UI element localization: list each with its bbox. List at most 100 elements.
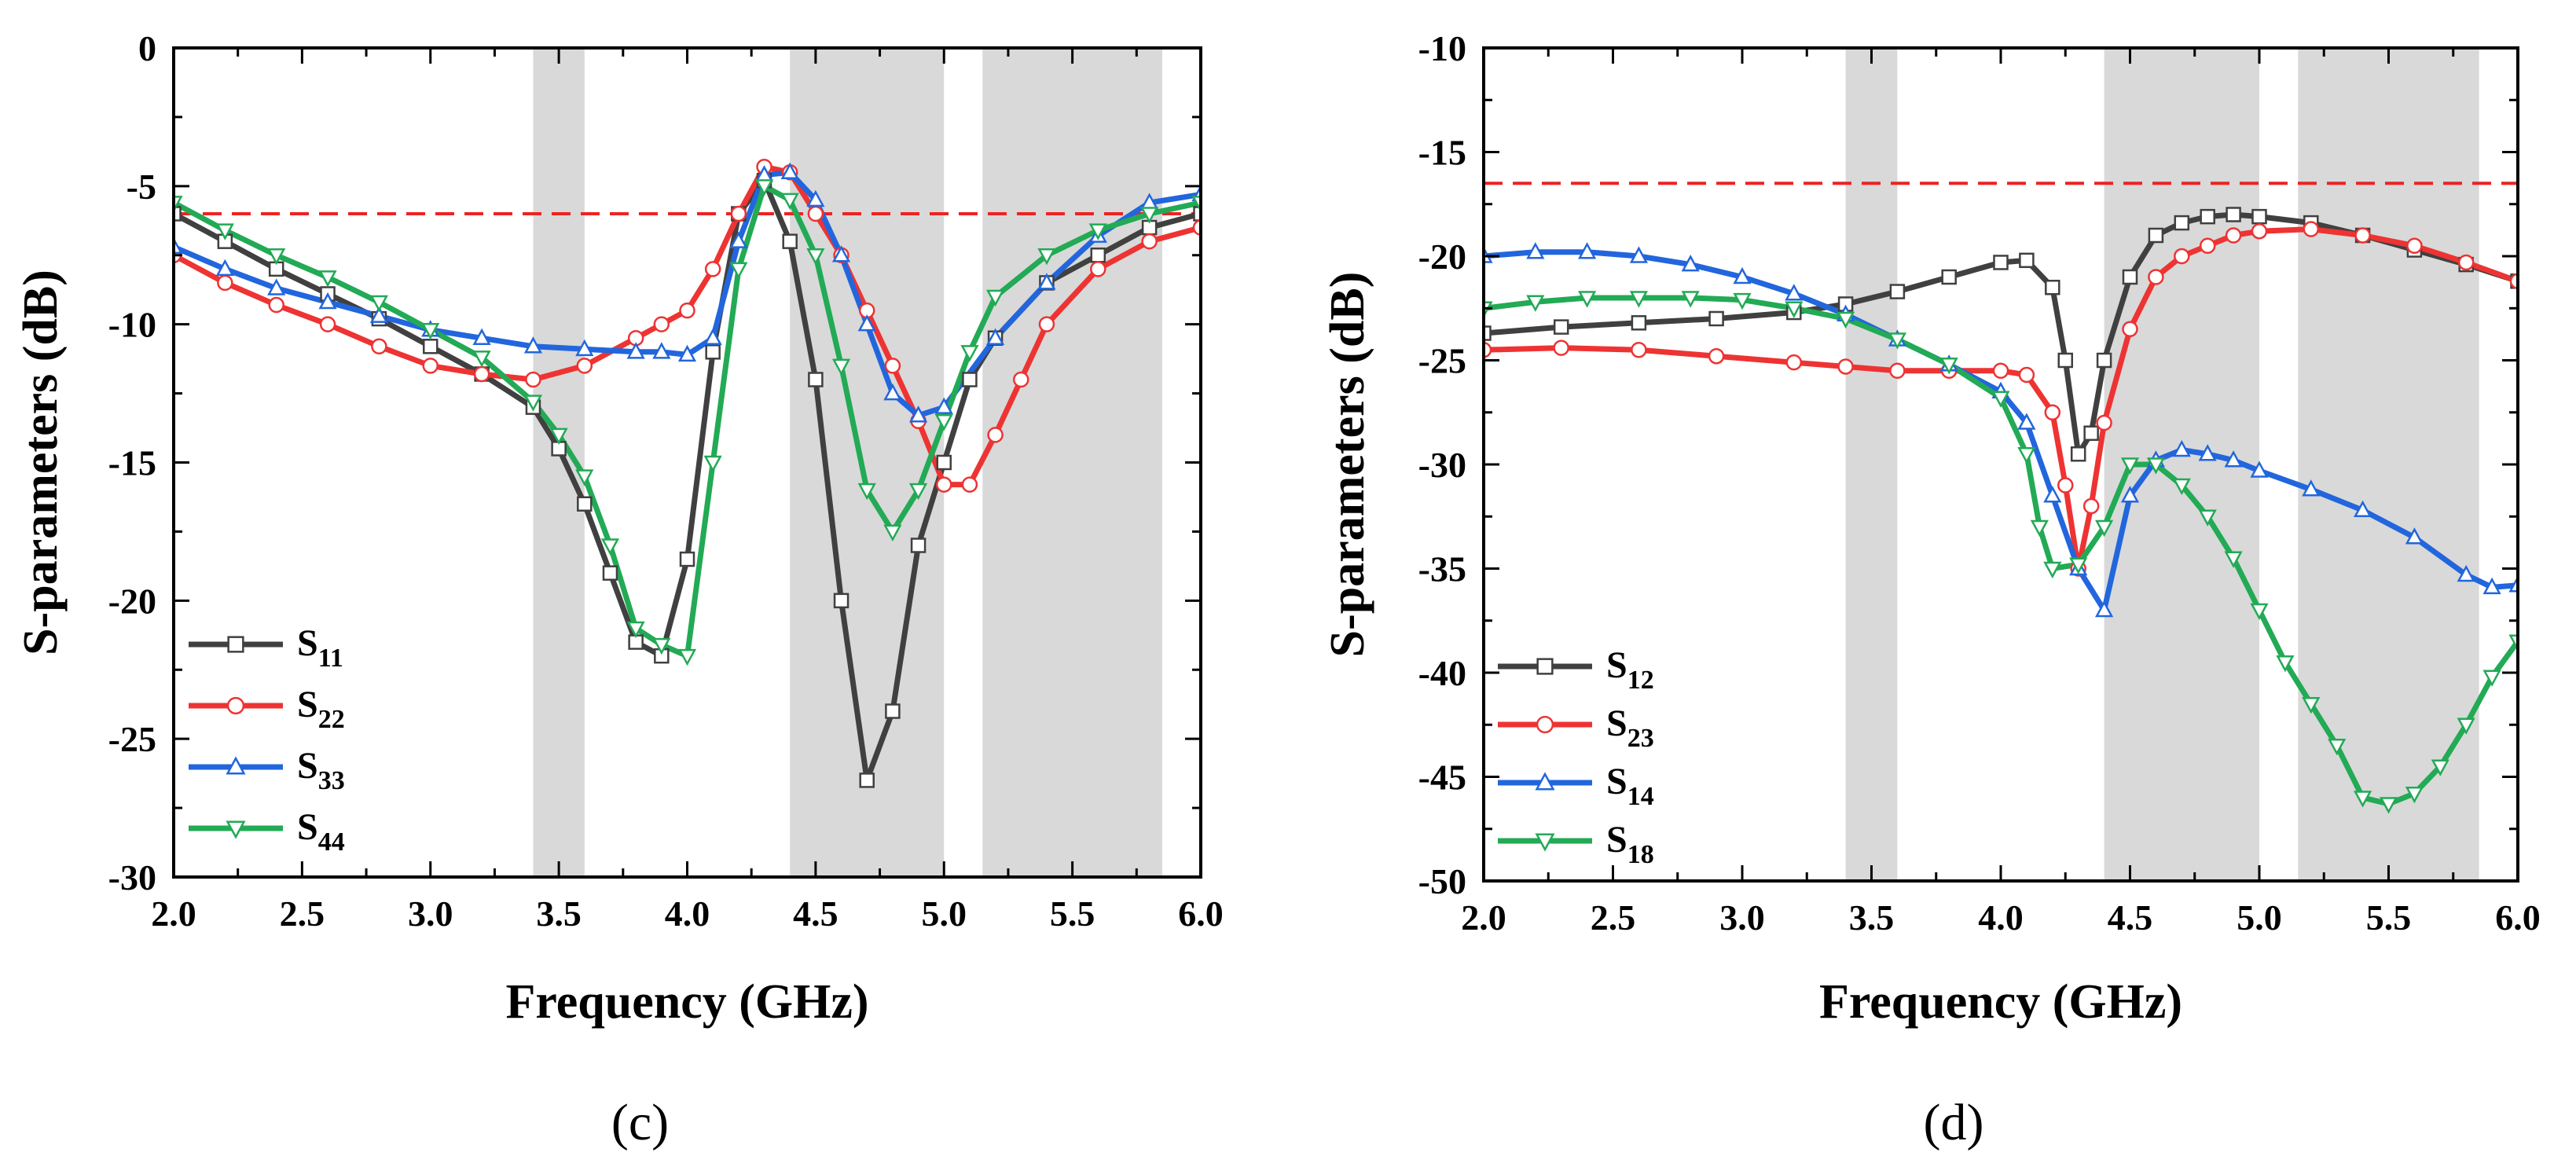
data-point-s22 [576,358,593,374]
data-point-s44 [831,358,851,376]
y-tick-label: -10 [1418,28,1466,68]
x-tick-label: 3.0 [408,894,453,934]
legend-label: S23 [1606,703,1654,753]
data-point-s22 [704,261,721,277]
data-point-s12 [2070,446,2086,462]
series-line-s44 [174,183,1201,659]
data-point-s22 [730,205,747,222]
data-point-s14 [2094,600,2114,618]
data-point-s11 [423,339,439,354]
data-point-s12 [1941,269,1957,285]
data-point-s12 [1484,325,1492,341]
data-point-s22 [473,365,490,383]
data-point-s12 [2174,215,2190,231]
data-point-s22 [422,358,439,374]
y-tick-label: -15 [108,443,156,483]
x-tick-label: 3.5 [536,894,582,934]
data-point-s22 [653,316,670,332]
legend-item: S33 [189,745,345,795]
data-point-s12 [2251,208,2267,225]
x-tick-label: 5.0 [2237,897,2282,938]
data-point-s23 [1889,362,1906,379]
data-point-s22 [1192,219,1201,236]
data-point-s18 [2069,557,2088,574]
data-point-s33 [174,237,183,254]
data-point-s11 [885,703,901,719]
data-point-s23 [1484,342,1492,358]
data-point-s44 [1140,207,1159,224]
x-tick-label: 2.5 [280,894,325,934]
y-axis-title: S-parameters (dB) [14,270,68,655]
data-point-s18 [2120,457,2140,475]
data-point-s18 [2146,457,2166,475]
data-point-s14 [2482,577,2501,595]
x-tick-label: 2.0 [1461,897,1506,938]
data-point-s33 [677,344,697,362]
data-point-s11 [833,593,849,609]
y-tick-label: -30 [1418,445,1466,485]
data-point-s14 [2508,575,2518,593]
data-point-s14 [2457,564,2475,582]
data-point-s22 [807,205,824,222]
data-point-s12 [2083,425,2099,441]
data-point-s18 [2457,717,2475,735]
data-point-s14 [2302,479,2321,497]
data-point-s14 [2405,527,2424,545]
data-point-s33 [831,245,851,262]
data-point-s18 [1577,291,1597,308]
data-point-s23 [1708,347,1725,365]
legend-marker [226,756,246,775]
data-point-s11 [1090,248,1106,263]
shaded-band [982,48,1162,877]
shaded-band [1845,48,1898,881]
data-point-s44 [652,637,671,655]
data-point-s23 [1837,358,1854,375]
data-point-s14 [1785,284,1804,301]
data-point-s23 [2122,321,2138,337]
data-point-s44 [369,295,389,313]
shaded-band [790,48,945,877]
x-tick-label: 5.5 [2366,897,2412,938]
data-point-s22 [1141,233,1158,250]
data-point-s12 [2045,280,2060,295]
data-point-s33 [575,339,594,357]
data-point-s22 [884,358,901,374]
data-point-s33 [369,306,389,323]
legend-item: S14 [1498,761,1654,811]
y-tick-label: -25 [108,719,156,759]
data-point-s12 [2096,352,2112,369]
data-point-s44 [934,414,953,431]
data-point-s33 [883,383,902,401]
data-point-s14 [1629,246,1649,263]
data-point-s33 [318,292,337,310]
data-point-s44 [1037,248,1056,266]
data-point-s23 [2057,477,2074,494]
data-point-s22 [1038,316,1055,332]
data-point-s44 [729,262,748,279]
data-point-s18 [2017,447,2036,464]
data-point-s33 [652,342,671,359]
data-point-s18 [1785,301,1804,318]
data-point-s12 [1889,284,1906,299]
legend-marker [227,636,244,653]
legend-item: S12 [1498,644,1654,695]
data-point-s18 [2353,791,2372,808]
x-axis-title: Frequency (GHz) [505,975,868,1029]
data-point-s33 [626,342,645,359]
data-point-s44 [960,345,979,362]
data-point-s22 [525,371,541,388]
data-point-s44 [677,648,697,666]
legend-label-subscript: 14 [1627,782,1654,811]
data-point-s18 [2250,603,2269,621]
data-point-s11 [808,372,824,387]
data-point-s18 [2302,697,2321,714]
data-point-s18 [1888,332,1907,350]
data-point-s44 [549,428,568,445]
data-point-s18 [2030,519,2049,538]
data-point-s14 [2120,486,2140,503]
legend-label-subscript: 44 [318,828,345,857]
data-point-s14 [1681,254,1700,272]
legend-label-subscript: 33 [318,766,345,795]
legend-label: S14 [1606,761,1654,811]
data-point-s18 [2508,634,2518,651]
